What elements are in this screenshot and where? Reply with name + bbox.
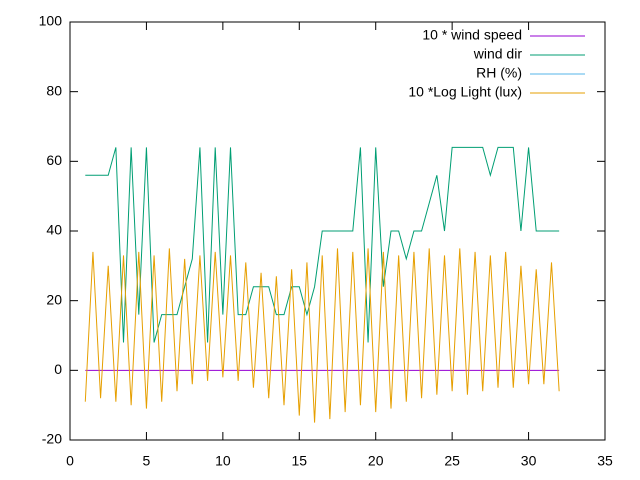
y-tick-label: 80 bbox=[46, 82, 62, 98]
legend-label: 10 *Log Light (lux) bbox=[408, 84, 522, 100]
legend-label: 10 * wind speed bbox=[422, 27, 522, 43]
x-tick-label: 10 bbox=[215, 453, 231, 469]
x-tick-label: 20 bbox=[368, 453, 384, 469]
y-tick-label: 0 bbox=[54, 361, 62, 377]
x-tick-label: 5 bbox=[143, 453, 151, 469]
y-tick-label: -20 bbox=[42, 431, 62, 447]
x-tick-label: 15 bbox=[291, 453, 307, 469]
x-tick-label: 35 bbox=[597, 453, 613, 469]
y-tick-label: 20 bbox=[46, 291, 62, 307]
series-line bbox=[85, 146, 560, 343]
x-tick-label: 0 bbox=[66, 453, 74, 469]
y-tick-label: 40 bbox=[46, 222, 62, 238]
series-line bbox=[84, 248, 560, 423]
y-tick-label: 100 bbox=[39, 13, 63, 29]
legend-label: RH (%) bbox=[476, 65, 522, 81]
y-tick-label: 60 bbox=[46, 152, 62, 168]
x-tick-label: 30 bbox=[521, 453, 537, 469]
x-tick-label: 25 bbox=[444, 453, 460, 469]
legend-label: wind dir bbox=[473, 46, 523, 62]
